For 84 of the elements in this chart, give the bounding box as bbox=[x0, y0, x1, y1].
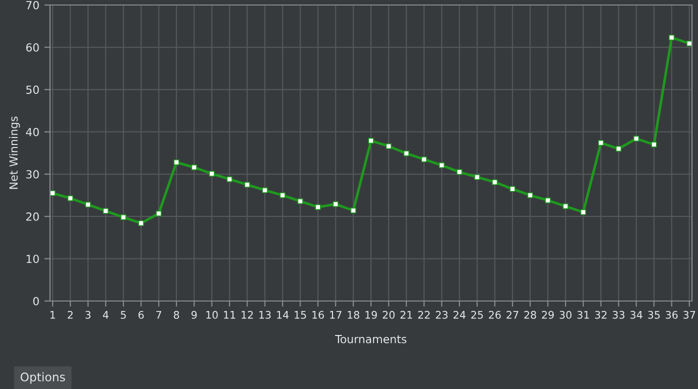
x-tick-label: 25 bbox=[471, 310, 483, 319]
y-tick-label: 50 bbox=[26, 86, 39, 94]
x-tick-label: 16 bbox=[312, 310, 324, 319]
point bbox=[616, 146, 622, 152]
point bbox=[651, 142, 657, 148]
x-tick-label: 15 bbox=[294, 311, 306, 319]
point bbox=[332, 201, 338, 208]
x-tick-label: 13 bbox=[259, 310, 271, 319]
x-tick-label: 20 bbox=[382, 310, 395, 319]
y-tick-label: 70 bbox=[26, 0, 39, 10]
point bbox=[244, 182, 250, 188]
x-tick-label: 7 bbox=[156, 311, 162, 319]
x-tick-label: 36 bbox=[666, 310, 678, 319]
point bbox=[315, 204, 321, 210]
point bbox=[156, 210, 162, 216]
point bbox=[138, 220, 144, 226]
x-tick-label: 35 bbox=[648, 310, 660, 319]
x-tick-label: 4 bbox=[102, 311, 108, 319]
point bbox=[174, 159, 180, 166]
x-tick-label: 28 bbox=[524, 310, 536, 319]
point bbox=[562, 203, 568, 210]
point bbox=[456, 169, 462, 175]
point bbox=[208, 170, 215, 177]
point bbox=[120, 214, 126, 220]
x-tick-label: 12 bbox=[242, 310, 253, 319]
point bbox=[350, 208, 356, 214]
point bbox=[492, 179, 498, 186]
x-tick-label: 24 bbox=[454, 310, 466, 319]
x-tick-label: 31 bbox=[577, 310, 589, 319]
x-tick-label: 17 bbox=[330, 311, 342, 319]
y-tick-label: 60 bbox=[26, 43, 39, 52]
x-tick-label: 5 bbox=[120, 311, 126, 319]
point bbox=[85, 202, 91, 208]
point bbox=[368, 138, 374, 144]
point bbox=[102, 208, 109, 214]
point bbox=[191, 164, 197, 170]
point bbox=[545, 198, 551, 204]
x-tick-label: 18 bbox=[348, 310, 360, 319]
x-tick-label: 22 bbox=[418, 310, 430, 319]
x-tick-label: 33 bbox=[612, 310, 624, 319]
x-tick-label: 30 bbox=[560, 310, 572, 319]
y-tick-label: 30 bbox=[26, 170, 39, 179]
x-tick-label: 26 bbox=[488, 310, 501, 319]
point bbox=[474, 174, 480, 180]
x-tick-label: 32 bbox=[595, 310, 606, 319]
point bbox=[67, 195, 74, 202]
x-tick-label: 29 bbox=[542, 310, 554, 319]
point bbox=[438, 162, 445, 168]
point bbox=[686, 40, 692, 46]
x-tick-label: 27 bbox=[506, 310, 518, 319]
x-tick-label: 10 bbox=[206, 310, 218, 319]
point bbox=[297, 198, 304, 204]
point bbox=[262, 187, 268, 194]
x-tick-label: 23 bbox=[436, 310, 448, 319]
y-tick-label: 10 bbox=[26, 254, 39, 264]
point bbox=[386, 143, 392, 150]
x-axis-title: Tournaments bbox=[335, 335, 406, 344]
point bbox=[510, 186, 516, 192]
point bbox=[421, 156, 427, 162]
x-tick-label: 11 bbox=[224, 311, 236, 319]
y-tick-label: 0 bbox=[33, 296, 39, 306]
x-tick-label: 14 bbox=[277, 311, 289, 319]
y-tick-label: 40 bbox=[26, 128, 39, 136]
point bbox=[580, 209, 586, 216]
point bbox=[598, 140, 604, 146]
x-tick-label: 37 bbox=[684, 310, 696, 319]
y-axis-title: Net Winnings bbox=[9, 116, 20, 189]
x-tick-label: 34 bbox=[630, 310, 642, 319]
x-tick-label: 3 bbox=[86, 310, 91, 319]
x-tick-label: 19 bbox=[366, 310, 377, 319]
point bbox=[527, 192, 534, 198]
point bbox=[404, 150, 410, 156]
point bbox=[280, 192, 286, 198]
x-tick-label: 1 bbox=[50, 311, 56, 319]
point bbox=[668, 34, 675, 40]
x-tick-label: 2 bbox=[68, 310, 73, 319]
text: Options bbox=[20, 372, 65, 384]
x-tick-label: 21 bbox=[400, 310, 412, 319]
y-tick-label: 20 bbox=[26, 212, 39, 221]
point bbox=[226, 176, 232, 182]
x-tick-label: 8 bbox=[174, 310, 180, 319]
point bbox=[633, 136, 640, 142]
x-tick-label: 6 bbox=[138, 310, 144, 319]
x-tick-label: 9 bbox=[191, 310, 197, 319]
